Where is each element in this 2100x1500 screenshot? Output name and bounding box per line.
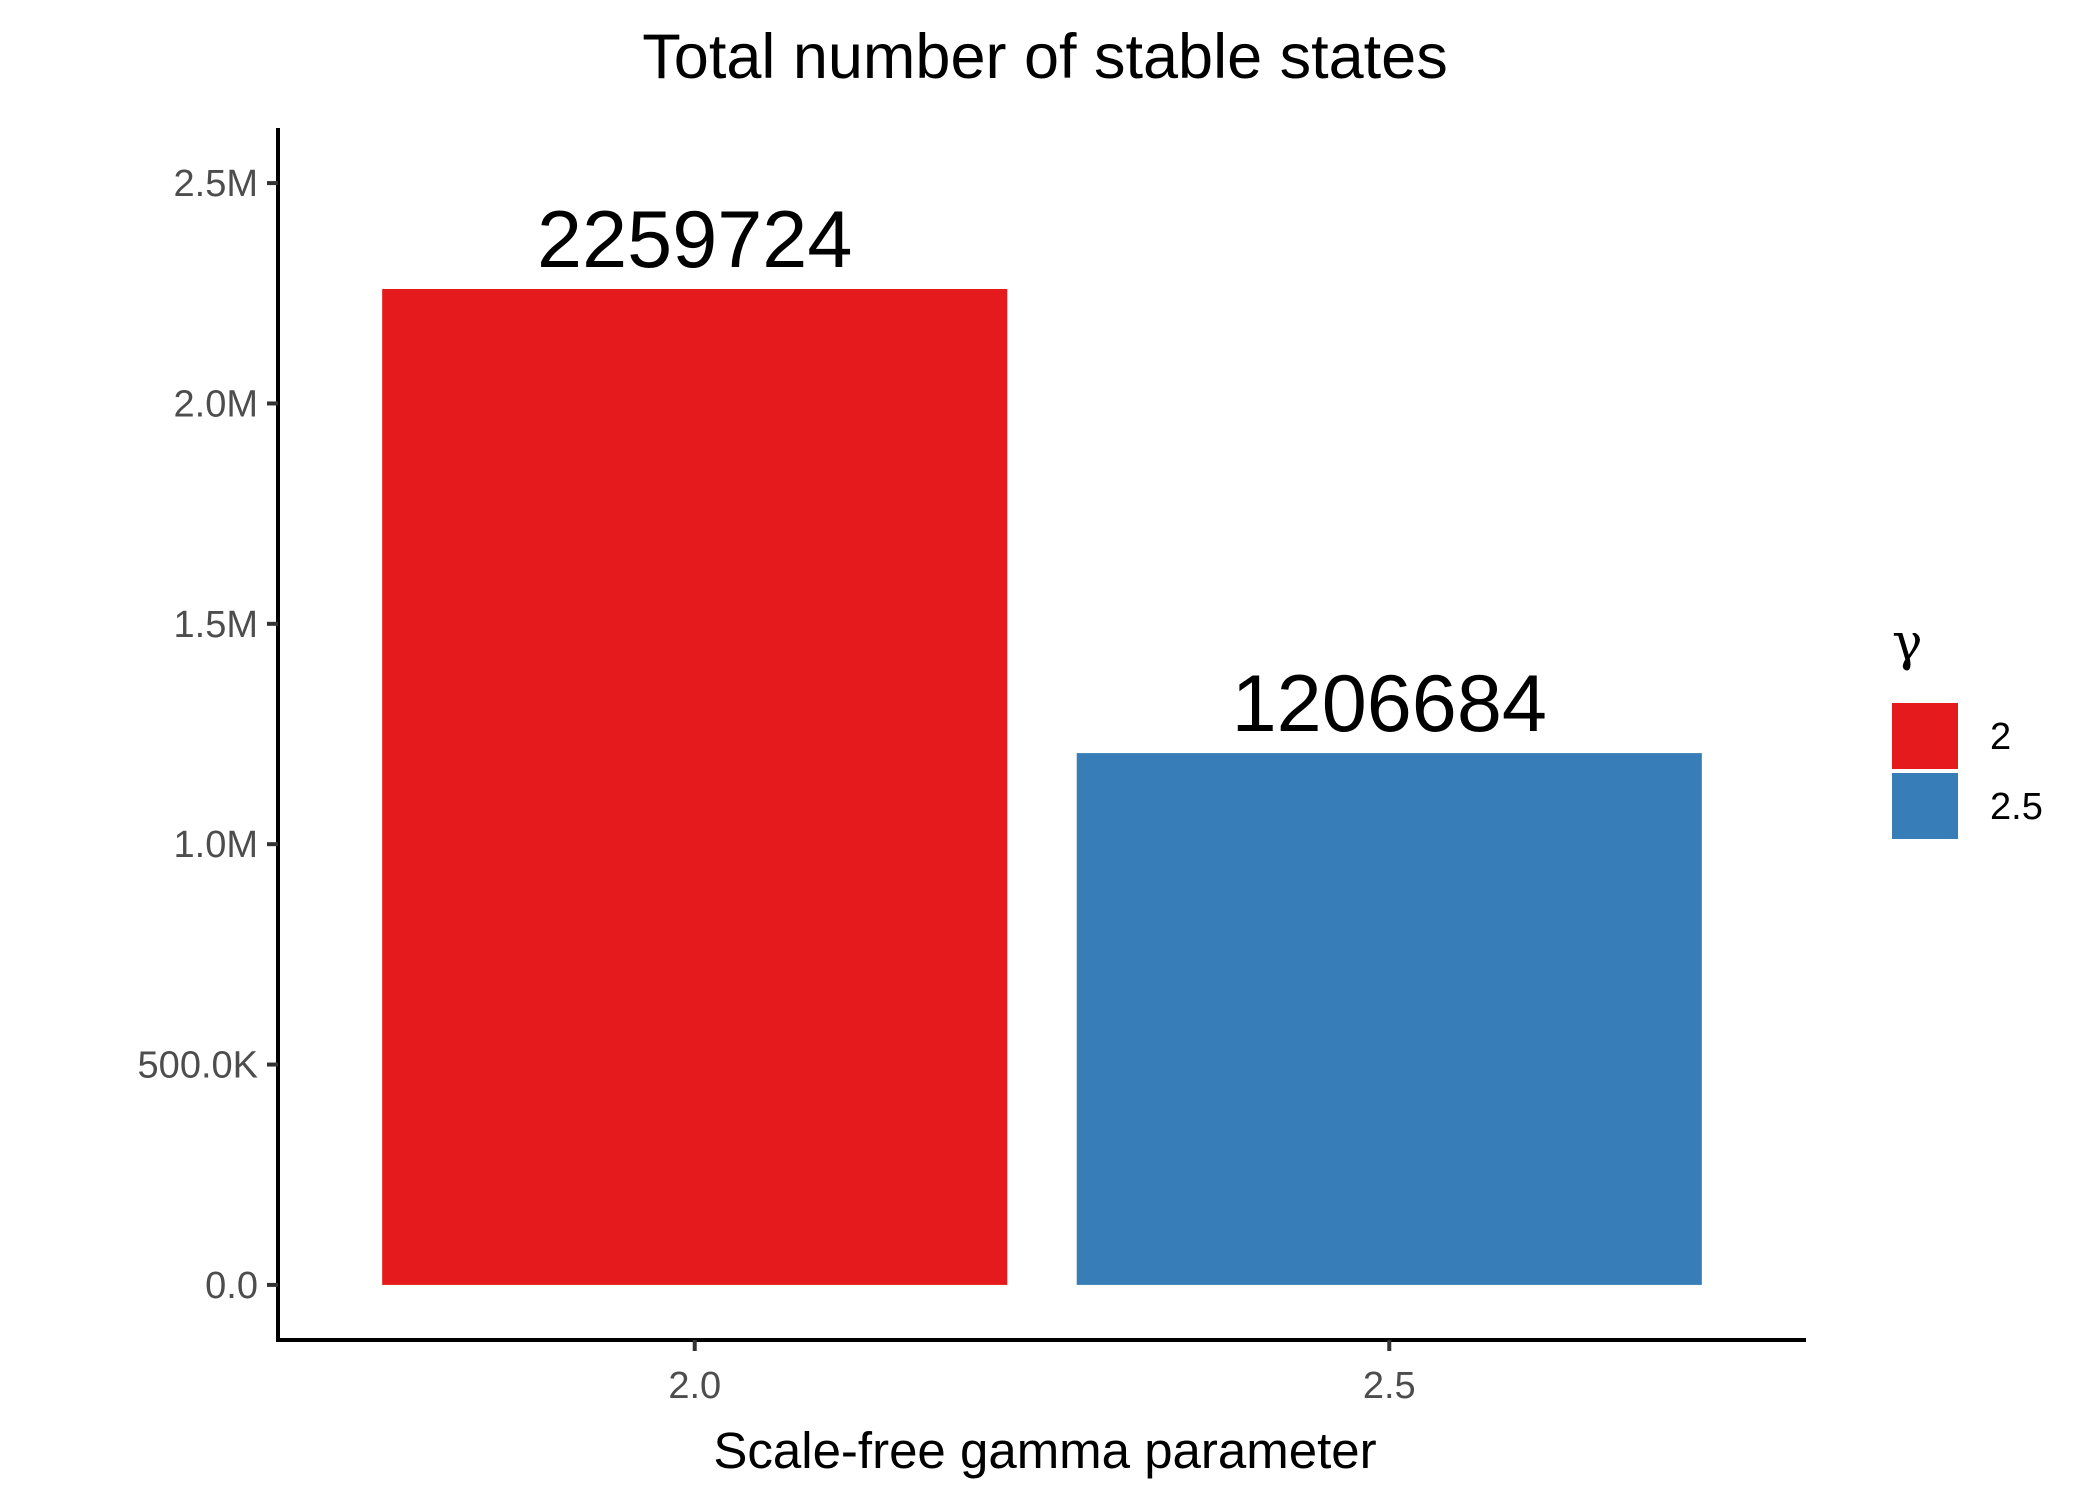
legend-key-2.5 (1892, 773, 1958, 839)
legend-label-2: 2 (1990, 716, 2011, 758)
bar-2.0 (382, 288, 1008, 1285)
x-axis-ticks: 2.0 2.5 (668, 1340, 1416, 1407)
bars-layer (382, 288, 1702, 1285)
legend-label-2.5: 2.5 (1990, 786, 2043, 828)
legend-key-2 (1892, 703, 1958, 769)
y-tick-label: 1.0M (174, 824, 258, 866)
data-label-2.5: 1206684 (1232, 659, 1547, 749)
x-axis-title: Scale-free gamma parameter (713, 1422, 1376, 1479)
legend-entries: 22.5 (1892, 703, 2043, 839)
x-tick-label: 2.0 (668, 1365, 721, 1407)
y-tick-label: 500.0K (138, 1045, 258, 1087)
y-axis-ticks: 0.0 500.0K 1.0M 1.5M 2.0M 2.5M (138, 163, 278, 1307)
x-tick-label: 2.5 (1363, 1365, 1416, 1407)
data-labels-layer: 2259724 1206684 (537, 195, 1547, 749)
bar-2.5 (1076, 753, 1702, 1285)
y-tick-label: 2.5M (174, 163, 258, 205)
y-tick-label: 2.0M (174, 383, 258, 425)
legend: γ 22.5 (1892, 614, 2043, 839)
data-label-2.0: 2259724 (537, 195, 852, 285)
y-tick-label: 0.0 (205, 1265, 258, 1307)
chart-title: Total number of stable states (642, 22, 1447, 92)
legend-title: γ (1892, 614, 1922, 673)
y-tick-label: 1.5M (174, 604, 258, 646)
